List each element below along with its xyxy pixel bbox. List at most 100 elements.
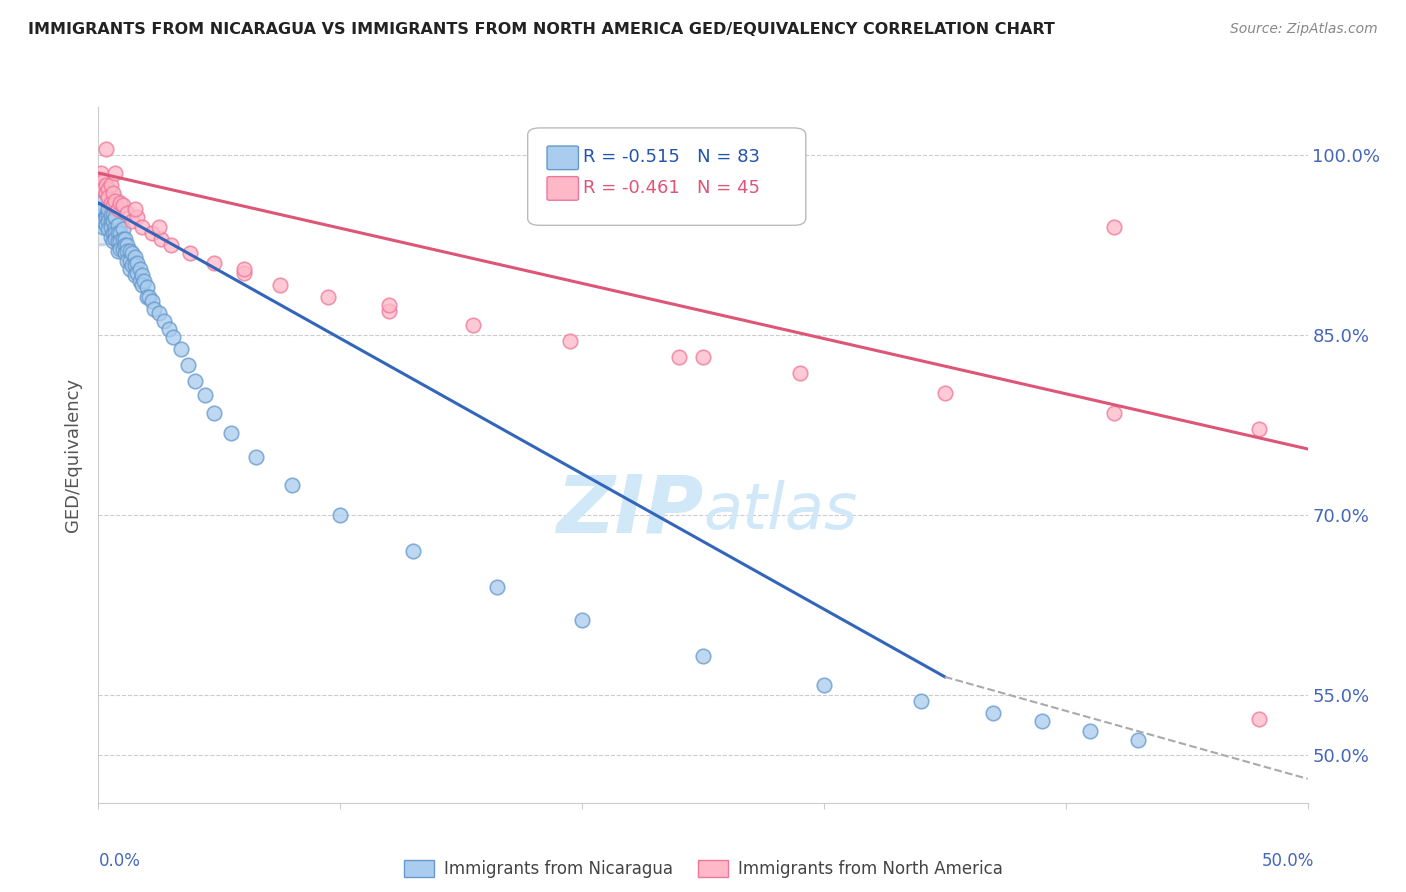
Point xyxy=(101,235,124,249)
Point xyxy=(184,374,207,388)
Point xyxy=(127,266,149,280)
Point xyxy=(558,334,581,348)
Text: IMMIGRANTS FROM NICARAGUA VS IMMIGRANTS FROM NORTH AMERICA GED/EQUIVALENCY CORRE: IMMIGRANTS FROM NICARAGUA VS IMMIGRANTS … xyxy=(28,22,1054,37)
Point xyxy=(117,238,139,252)
Point xyxy=(104,219,127,234)
Point xyxy=(128,262,150,277)
Point xyxy=(108,226,131,240)
Point xyxy=(316,289,339,303)
Point xyxy=(104,232,127,246)
Point xyxy=(104,166,127,180)
Point xyxy=(101,208,124,222)
Point xyxy=(111,242,134,256)
Text: ZIP: ZIP xyxy=(555,472,703,549)
Point xyxy=(121,246,143,260)
Point xyxy=(143,301,166,316)
Point xyxy=(91,214,114,228)
Point xyxy=(131,277,153,292)
Point xyxy=(97,190,120,204)
Point xyxy=(232,262,254,277)
Point xyxy=(114,238,136,252)
Point xyxy=(94,208,117,222)
Point xyxy=(89,208,111,222)
Point xyxy=(118,253,141,268)
Point xyxy=(135,280,157,294)
Point xyxy=(177,358,200,372)
Point xyxy=(104,194,127,208)
Point xyxy=(91,219,114,234)
Point xyxy=(118,244,141,258)
Point xyxy=(104,211,127,225)
Point xyxy=(94,218,117,232)
Point xyxy=(571,614,593,628)
Point xyxy=(131,219,153,234)
Point xyxy=(107,235,129,249)
Text: R = -0.461   N = 45: R = -0.461 N = 45 xyxy=(583,178,761,197)
FancyBboxPatch shape xyxy=(527,128,806,226)
Text: atlas: atlas xyxy=(703,480,858,541)
Point xyxy=(152,313,174,327)
Point xyxy=(281,478,304,492)
Point xyxy=(789,367,811,381)
Point xyxy=(135,289,157,303)
Point xyxy=(111,232,134,246)
Point xyxy=(1249,712,1271,726)
Point xyxy=(1078,723,1101,738)
Point xyxy=(179,246,201,260)
Point xyxy=(100,196,122,211)
Point xyxy=(121,214,143,228)
Point xyxy=(1031,714,1053,729)
Point xyxy=(94,142,117,156)
Point xyxy=(134,274,156,288)
Point xyxy=(692,649,714,664)
Point xyxy=(148,219,170,234)
Point xyxy=(1102,219,1125,234)
Point xyxy=(107,202,129,216)
Point xyxy=(111,222,134,236)
Point xyxy=(117,244,139,258)
Point xyxy=(97,202,120,216)
Point xyxy=(1249,421,1271,435)
Point xyxy=(121,259,143,273)
Point xyxy=(150,232,173,246)
Point xyxy=(1102,406,1125,420)
Point xyxy=(90,208,112,222)
Point xyxy=(981,706,1004,720)
Point xyxy=(107,226,129,240)
Point xyxy=(101,226,124,240)
Point xyxy=(108,196,131,211)
Point xyxy=(94,178,117,192)
Point xyxy=(117,253,139,268)
Point xyxy=(108,242,131,256)
Point xyxy=(97,222,120,236)
Point xyxy=(910,694,932,708)
Point xyxy=(692,350,714,364)
Point xyxy=(668,350,690,364)
Point xyxy=(221,426,243,441)
Text: Source: ZipAtlas.com: Source: ZipAtlas.com xyxy=(1230,22,1378,37)
Point xyxy=(329,508,352,522)
Point xyxy=(162,330,184,344)
Point xyxy=(114,232,136,246)
Point xyxy=(124,259,146,273)
Point xyxy=(1128,733,1150,747)
Point xyxy=(101,198,124,212)
FancyBboxPatch shape xyxy=(547,146,578,169)
Point xyxy=(169,343,191,357)
Point xyxy=(94,211,117,225)
Point xyxy=(100,208,122,222)
Point xyxy=(269,277,291,292)
Point xyxy=(124,268,146,282)
Point xyxy=(101,214,124,228)
Point xyxy=(127,211,149,225)
Point xyxy=(138,289,160,303)
Legend: Immigrants from Nicaragua, Immigrants from North America: Immigrants from Nicaragua, Immigrants fr… xyxy=(396,854,1010,885)
Point xyxy=(97,208,120,222)
Point xyxy=(377,298,399,312)
Point xyxy=(148,306,170,320)
Point xyxy=(486,580,509,594)
Point xyxy=(91,181,114,195)
Text: R = -0.515   N = 83: R = -0.515 N = 83 xyxy=(583,148,761,166)
Point xyxy=(108,235,131,249)
Y-axis label: GED/Equivalency: GED/Equivalency xyxy=(65,378,83,532)
